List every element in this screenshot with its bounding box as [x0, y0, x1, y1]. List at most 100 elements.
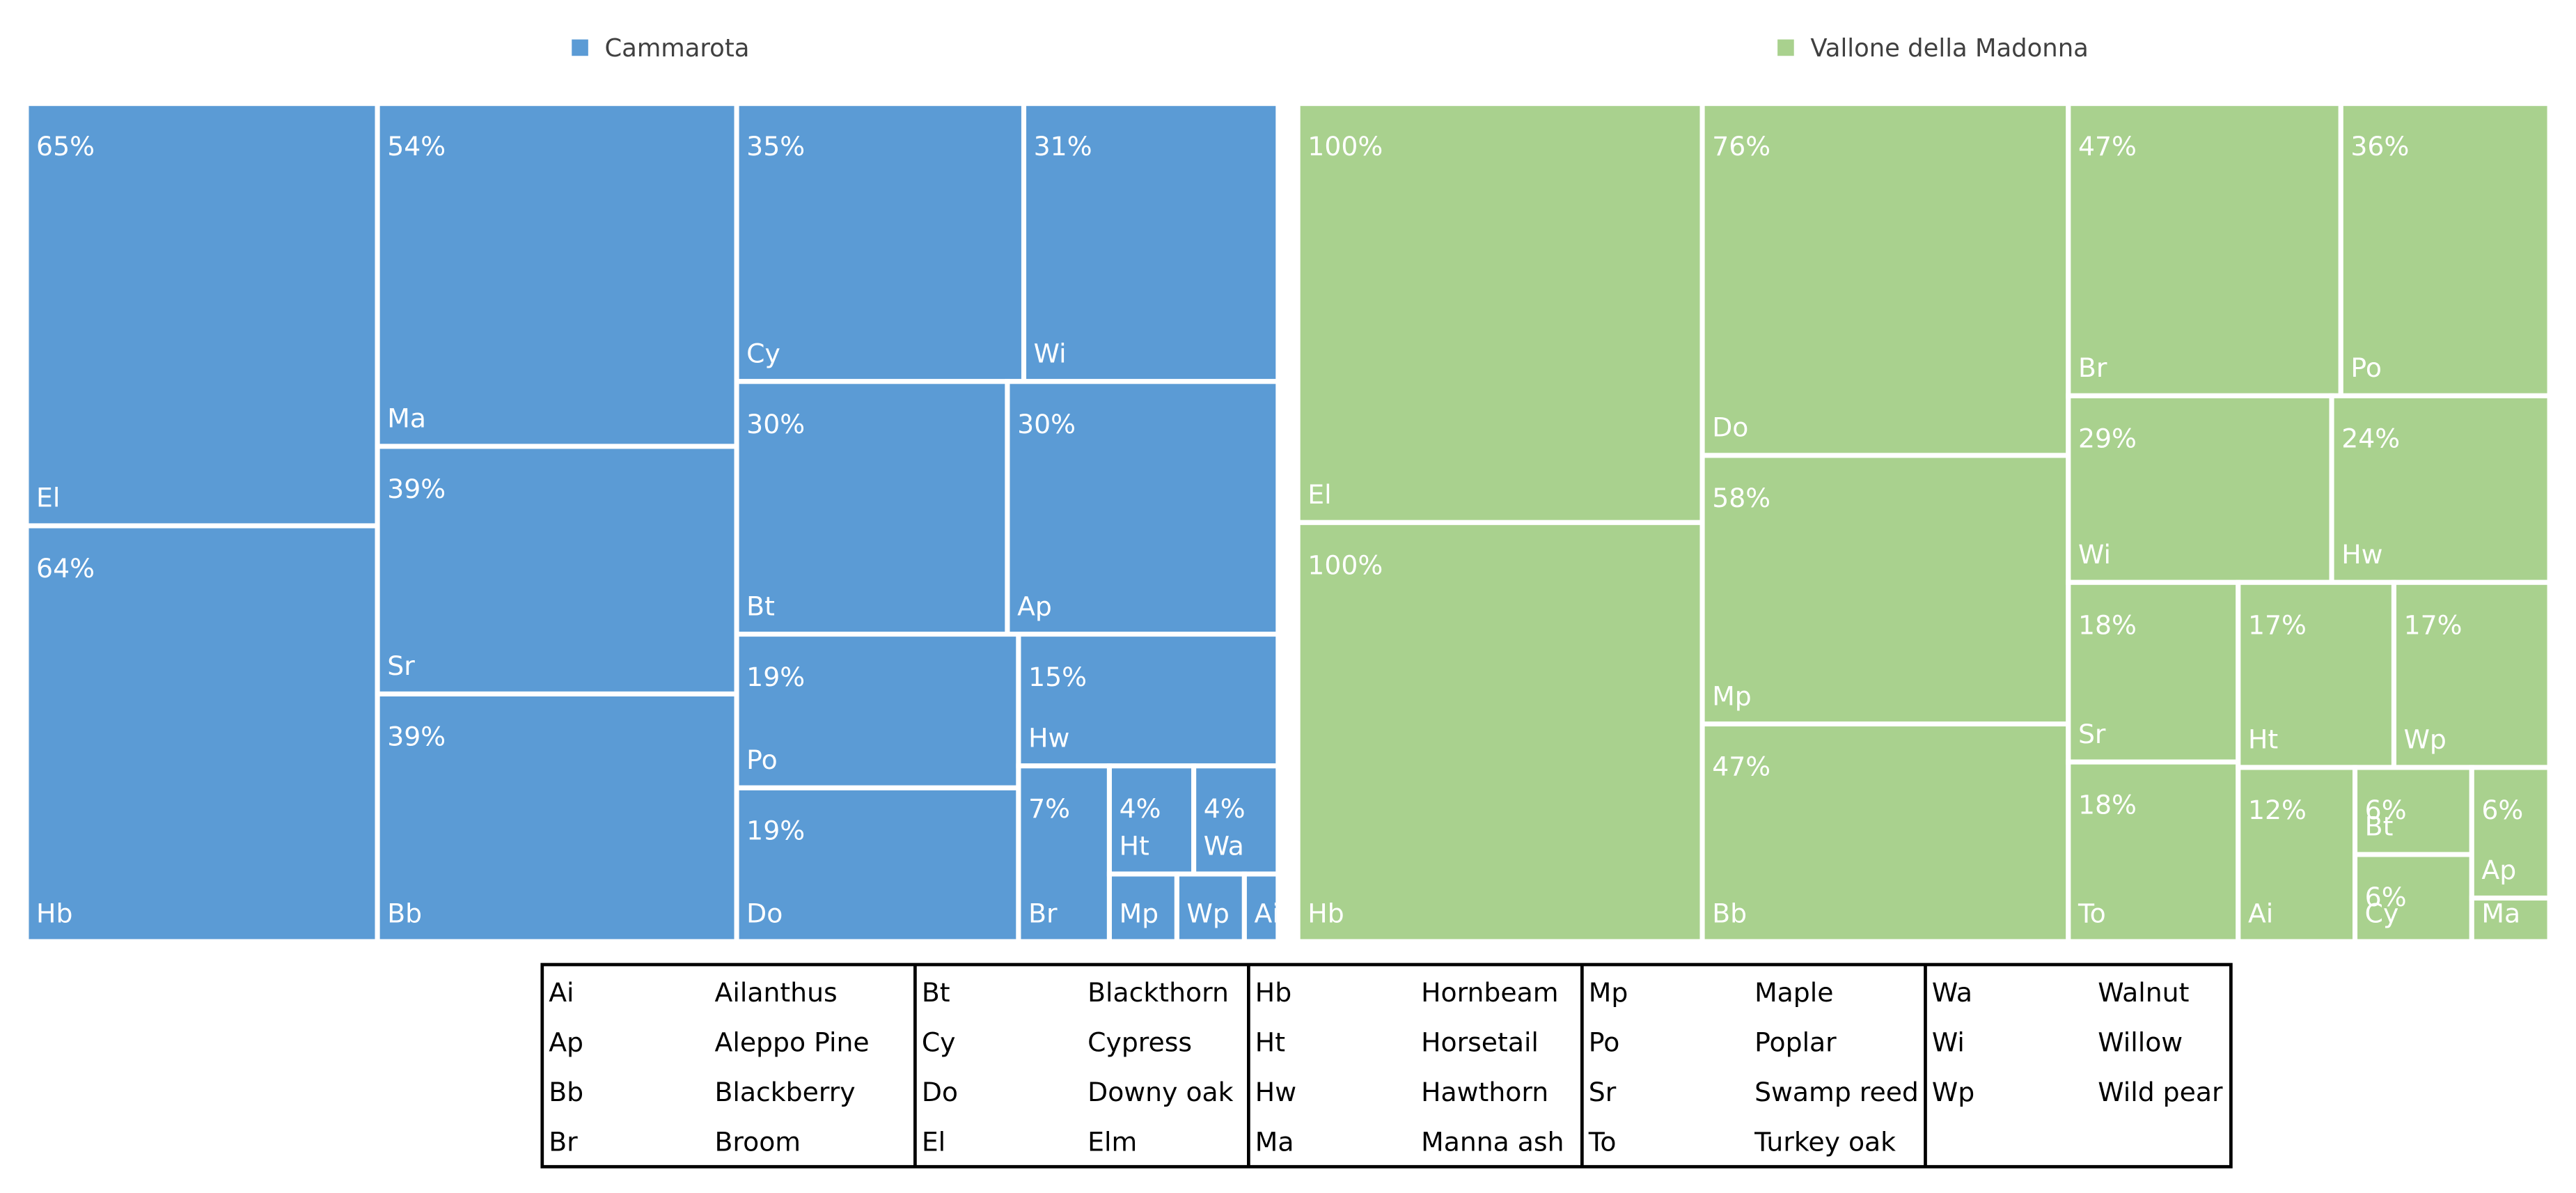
treemap-cell: [1241, 871, 1281, 944]
species-name: Maple: [1754, 977, 1833, 1008]
treemap-cell: [2329, 393, 2552, 585]
treemap-cell: [1699, 453, 2071, 727]
species-name: Poplar: [1754, 1027, 1837, 1057]
treemap-cell: [2469, 765, 2552, 901]
table-border: [540, 962, 2233, 1169]
value-label: 17%: [2248, 609, 2307, 640]
value-label: 15%: [1028, 662, 1087, 692]
value-label: 4%: [1120, 793, 1161, 824]
value-label: 76%: [1712, 131, 1770, 162]
category-label: Ht: [1120, 831, 1149, 861]
species-name: Aleppo Pine: [715, 1027, 870, 1057]
value-label: 64%: [36, 553, 95, 584]
species-name: Horsetail: [1421, 1027, 1539, 1057]
treemap-cell: [1295, 520, 1705, 944]
value-label: 58%: [1712, 483, 1770, 513]
treemap-cell: [375, 691, 739, 944]
value-label: 17%: [2404, 609, 2463, 640]
category-label: Wp: [2404, 724, 2447, 755]
category-label: Bt: [746, 591, 775, 621]
treemap-cell: [2352, 852, 2474, 944]
abbreviation: Br: [549, 1126, 578, 1157]
category-label: Ma: [387, 403, 426, 434]
treemap-cell: [24, 523, 380, 944]
abbreviation: Ai: [549, 977, 574, 1008]
category-label: Cy: [2365, 898, 2399, 929]
species-name: Swamp reed: [1754, 1077, 1919, 1107]
value-label: 39%: [387, 474, 446, 504]
abbreviation: Wi: [1932, 1027, 1965, 1057]
category-label: Mp: [1712, 680, 1752, 711]
category-label: Bt: [2365, 811, 2394, 842]
value-label: 35%: [746, 131, 805, 162]
species-name: Willow: [2098, 1027, 2183, 1057]
species-name: Turkey oak: [1754, 1126, 1896, 1157]
treemap-cell: [2391, 579, 2552, 770]
category-label: Hw: [2341, 539, 2382, 570]
species-name: Blackthorn: [1087, 977, 1229, 1008]
category-label: Ai: [2248, 898, 2273, 929]
treemap-cell: [2236, 579, 2396, 770]
abbreviation: Ma: [1255, 1126, 1294, 1157]
abbreviation: Ht: [1255, 1027, 1285, 1057]
category-label: Wi: [2078, 539, 2111, 570]
category-label: Do: [1712, 412, 1748, 443]
category-label: Do: [746, 898, 783, 929]
species-name: Walnut: [2098, 977, 2189, 1008]
category-label: Hb: [36, 898, 72, 929]
value-label: 6%: [2365, 795, 2407, 825]
species-name: Elm: [1087, 1126, 1137, 1157]
abbreviation: Sr: [1589, 1077, 1617, 1107]
treemap-cell: [1699, 101, 2071, 458]
value-label: 47%: [2078, 131, 2137, 162]
treemap-cell: [24, 101, 380, 529]
category-label: Hb: [1307, 898, 1344, 929]
treemap-cell: [375, 101, 739, 449]
category-label: Ap: [2481, 855, 2516, 885]
treemap-cell: [1295, 101, 1705, 525]
value-label: 36%: [2350, 131, 2409, 162]
treemap-cell: [734, 632, 1021, 790]
legend-label: Vallone della Madonna: [1810, 34, 2088, 63]
treemap-cell: [1016, 763, 1112, 944]
treemap-cell: [734, 785, 1021, 944]
category-label: Bb: [1712, 898, 1747, 929]
abbreviation: Wa: [1932, 977, 1972, 1008]
species-name: Ailanthus: [715, 977, 838, 1008]
value-label: 12%: [2248, 795, 2307, 825]
category-label: To: [2078, 898, 2106, 929]
legend-swatch: [572, 39, 588, 56]
species-name: Hawthorn: [1421, 1077, 1548, 1107]
category-label: Ai: [1255, 898, 1280, 929]
abbreviation: To: [1588, 1126, 1617, 1157]
category-label: Sr: [387, 650, 415, 681]
abbreviation: Cy: [922, 1027, 956, 1057]
treemap-cell: [375, 444, 739, 697]
category-label: Bb: [387, 898, 422, 929]
value-label: 100%: [1307, 131, 1383, 162]
value-label: 29%: [2078, 423, 2137, 454]
legend-label: Cammarota: [604, 34, 749, 63]
abbreviation: Po: [1589, 1027, 1620, 1057]
category-label: El: [36, 483, 60, 513]
species-name: Manna ash: [1421, 1126, 1564, 1157]
value-label: 100%: [1307, 550, 1383, 581]
value-label: 19%: [746, 662, 805, 692]
category-label: El: [1307, 479, 1331, 510]
value-label: 6%: [2481, 795, 2523, 825]
value-label: 30%: [1017, 409, 1076, 439]
abbreviation: Bt: [922, 977, 950, 1008]
category-label: Hw: [1028, 722, 1069, 753]
abbreviation: Ap: [549, 1027, 583, 1057]
value-label: 19%: [746, 815, 805, 845]
category-label: Wi: [1034, 338, 1067, 368]
species-name: Cypress: [1087, 1027, 1192, 1057]
category-label: Ap: [1017, 591, 1052, 621]
species-name: Downy oak: [1087, 1077, 1234, 1107]
treemap-cell: [2469, 895, 2552, 944]
treemap-cell: [2066, 579, 2241, 765]
category-label: Ht: [2248, 724, 2278, 755]
treemap-cell: [2066, 101, 2343, 398]
